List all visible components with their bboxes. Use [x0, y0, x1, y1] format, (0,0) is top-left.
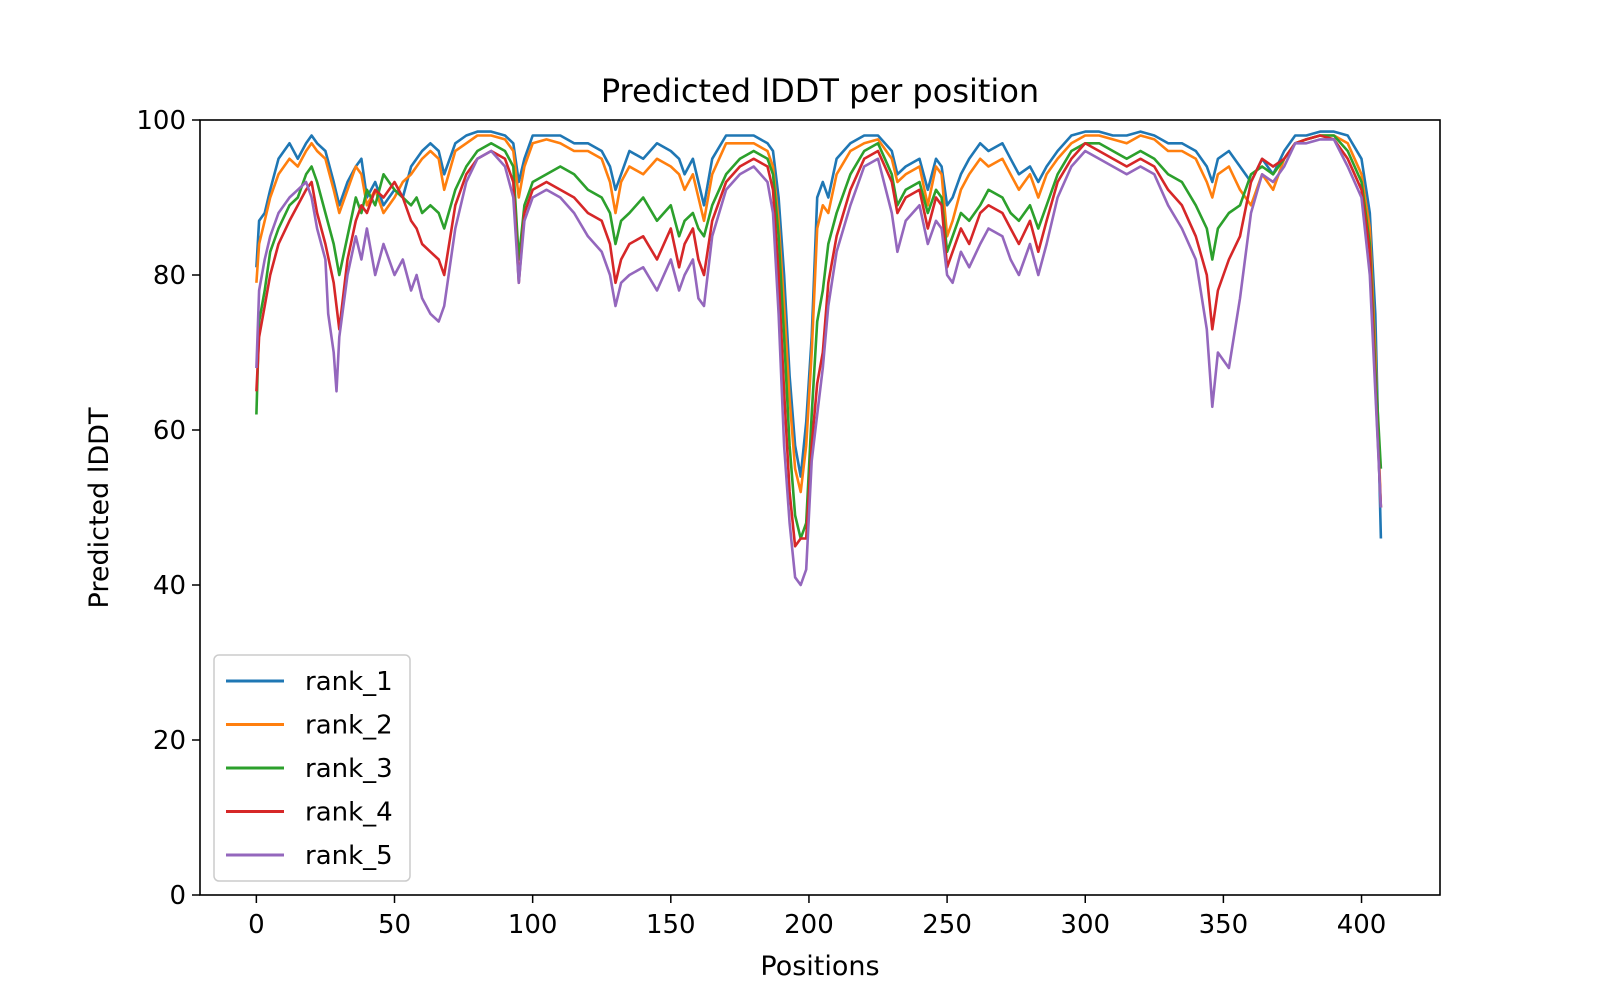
series-line-rank-2 [255, 134, 1383, 508]
legend-box [213, 654, 411, 882]
y-tick-label: 20 [153, 726, 186, 756]
series-lines [255, 130, 1383, 587]
y-tick-label: 100 [136, 106, 186, 136]
x-tick-label: 100 [508, 910, 558, 940]
x-tick-label: 300 [1060, 910, 1110, 940]
y-tick-label: 80 [153, 261, 186, 291]
x-tick-label: 400 [1337, 910, 1387, 940]
chart-title: Predicted lDDT per position [601, 72, 1039, 110]
x-tick-label: 50 [378, 910, 411, 940]
x-axis-label: Positions [760, 951, 879, 982]
y-tick-label: 60 [153, 416, 186, 446]
x-tick-label: 0 [248, 910, 265, 940]
legend-label-rank-3: rank_3 [305, 754, 393, 784]
x-tick-label: 150 [646, 910, 696, 940]
x-axis-ticks: 0 50 100 150 200 250 300 350 400 [248, 895, 1386, 940]
x-tick-label: 200 [784, 910, 834, 940]
plot-frame [199, 119, 1441, 896]
y-tick-label: 0 [169, 881, 186, 911]
series-line-rank-4 [255, 134, 1383, 548]
series-line-rank-5 [255, 138, 1383, 587]
x-tick-label: 350 [1199, 910, 1249, 940]
legend-label-rank-4: rank_4 [305, 798, 393, 828]
legend-label-rank-1: rank_1 [305, 667, 393, 697]
legend-label-rank-5: rank_5 [305, 841, 393, 871]
y-axis-label: Predicted lDDT [84, 407, 115, 608]
legend: rank_1 rank_2 rank_3 rank_4 rank_5 [213, 654, 411, 882]
y-axis-ticks: 0 20 40 60 80 100 [136, 106, 200, 911]
legend-label-rank-2: rank_2 [305, 711, 393, 741]
x-tick-label: 250 [922, 910, 972, 940]
y-tick-label: 40 [153, 571, 186, 601]
